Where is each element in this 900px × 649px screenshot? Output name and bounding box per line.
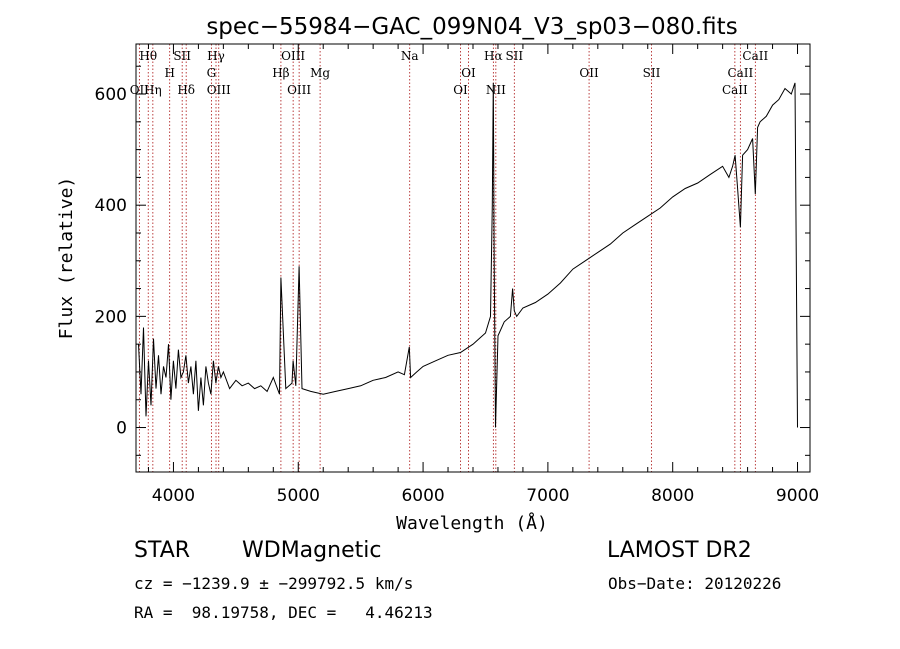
- x-tick-label: 9000: [776, 486, 819, 506]
- x-axis-label: Wavelength (Å): [396, 512, 548, 534]
- x-tick-label: 4000: [152, 486, 195, 506]
- marker-label: OIII: [207, 83, 231, 97]
- marker-label: Hγ: [207, 49, 225, 63]
- x-axis-ticks: 4000 5000 6000 7000 8000 9000: [147, 44, 819, 506]
- marker-label: OIII: [287, 83, 311, 97]
- y-axis-label: Flux (relative): [56, 177, 77, 340]
- y-axis-ticks: 0 200 400 600: [95, 65, 810, 456]
- marker-label: OII: [130, 83, 150, 97]
- marker-label: Hβ: [272, 66, 289, 80]
- marker-label: H: [164, 66, 174, 80]
- object-class: STAR: [134, 538, 191, 563]
- marker-label: CaII: [727, 66, 753, 80]
- x-tick-label: 8000: [651, 486, 694, 506]
- obs-date: Obs−Date: 20120226: [608, 574, 782, 593]
- plot-frame: [135, 43, 811, 473]
- marker-label: Hη: [144, 83, 162, 97]
- y-tick-label: 0: [116, 419, 127, 439]
- survey-name: LAMOST DR2: [607, 538, 752, 563]
- marker-label: Na: [401, 49, 419, 63]
- marker-label: OII: [579, 66, 599, 80]
- marker-label: CaII: [722, 83, 748, 97]
- marker-label: SII: [173, 49, 191, 63]
- marker-label: CaII: [742, 49, 768, 63]
- ra-dec-line: RA = 98.19758, DEC = 4.46213: [134, 603, 433, 622]
- y-tick-label: 600: [95, 85, 127, 105]
- chart-title: spec−55984−GAC_099N04_V3_sp03−080.fits: [206, 14, 737, 40]
- marker-label: SII: [505, 49, 523, 63]
- marker-label: SII: [643, 66, 661, 80]
- redshift-line: cz = −1239.9 ± −299792.5 km/s: [134, 574, 414, 593]
- x-tick-label: 5000: [277, 486, 320, 506]
- spectrum-series-line: [138, 82, 798, 428]
- marker-label: Hθ: [139, 49, 157, 63]
- x-tick-label: 6000: [401, 486, 444, 506]
- marker-label: OI: [461, 66, 476, 80]
- marker-label: OI: [453, 83, 468, 97]
- y-tick-label: 200: [95, 307, 127, 327]
- marker-label: G: [207, 66, 217, 80]
- marker-label: Hδ: [177, 83, 195, 97]
- marker-label: NII: [486, 83, 506, 97]
- marker-label: OIII: [281, 49, 305, 63]
- object-subclass: WDMagnetic: [242, 538, 382, 563]
- x-tick-label: 7000: [526, 486, 569, 506]
- marker-label: Mg: [310, 66, 330, 80]
- y-tick-label: 400: [95, 196, 127, 216]
- marker-label: Hα: [484, 49, 503, 63]
